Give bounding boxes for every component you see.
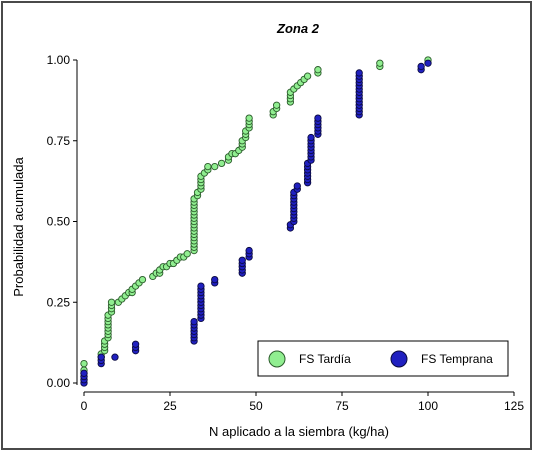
x-tick-label: 50 — [249, 399, 263, 413]
x-tick-label: 25 — [163, 399, 177, 413]
point-fs-tardia — [138, 275, 147, 284]
point-fs-temprana — [417, 62, 425, 71]
legend-label-fs-tardia: FS Tardía — [299, 352, 351, 366]
point-fs-tardia — [107, 298, 116, 306]
legend-box — [257, 340, 509, 377]
point-fs-temprana — [293, 182, 301, 190]
y-tick-label: 1.00 — [47, 53, 71, 67]
legend: FS Tardía FS Temprana — [257, 340, 509, 377]
chart-frame: Zona 2 Probabilidad acumulada N aplicado… — [1, 1, 532, 450]
point-fs-temprana — [238, 256, 246, 264]
legend-label-fs-temprana: FS Temprana — [421, 352, 493, 366]
point-fs-temprana — [245, 246, 253, 255]
point-fs-temprana — [190, 317, 198, 326]
point-fs-temprana — [111, 353, 119, 361]
point-fs-temprana — [355, 69, 363, 77]
point-fs-temprana — [211, 275, 219, 284]
point-fs-tardia — [303, 72, 312, 80]
point-fs-temprana — [424, 59, 432, 67]
point-fs-tardia — [204, 162, 212, 171]
point-fs-tardia — [314, 66, 322, 74]
x-axis-label: N aplicado a la siembra (kg/ha) — [209, 424, 389, 439]
point-fs-tardia — [272, 101, 281, 109]
chart-svg: Zona 2 Probabilidad acumulada N aplicado… — [11, 21, 525, 439]
y-tick-label: 0.75 — [47, 134, 71, 148]
point-fs-temprana — [197, 282, 205, 290]
point-fs-tardia — [245, 114, 253, 122]
y-tick-label: 0.50 — [47, 215, 71, 229]
x-tick-label: 75 — [335, 399, 349, 413]
data-points — [80, 56, 432, 387]
point-fs-temprana — [131, 340, 140, 348]
legend-marker-fs-temprana — [390, 350, 408, 368]
x-tick-label: 125 — [504, 399, 524, 413]
legend-marker-fs-tardia — [268, 350, 286, 368]
point-fs-tardia — [183, 250, 191, 258]
axes: 0.00 0.25 0.50 0.75 1.00 0 25 50 75 100 125 — [47, 53, 525, 413]
point-fs-temprana — [314, 114, 322, 122]
y-tick-label: 0.00 — [47, 376, 71, 390]
x-tick-label: 0 — [81, 399, 88, 413]
point-fs-tardia — [217, 159, 226, 168]
point-fs-temprana — [80, 369, 88, 377]
point-fs-tardia — [211, 162, 219, 171]
point-fs-tardia — [376, 59, 384, 67]
y-axis-label: Probabilidad acumulada — [11, 156, 26, 296]
y-tick-label: 0.25 — [47, 295, 71, 309]
x-tick-label: 100 — [418, 399, 438, 413]
point-fs-temprana — [307, 133, 315, 142]
chart-title: Zona 2 — [276, 21, 320, 36]
point-fs-temprana — [97, 353, 105, 361]
point-fs-tardia — [80, 359, 88, 368]
